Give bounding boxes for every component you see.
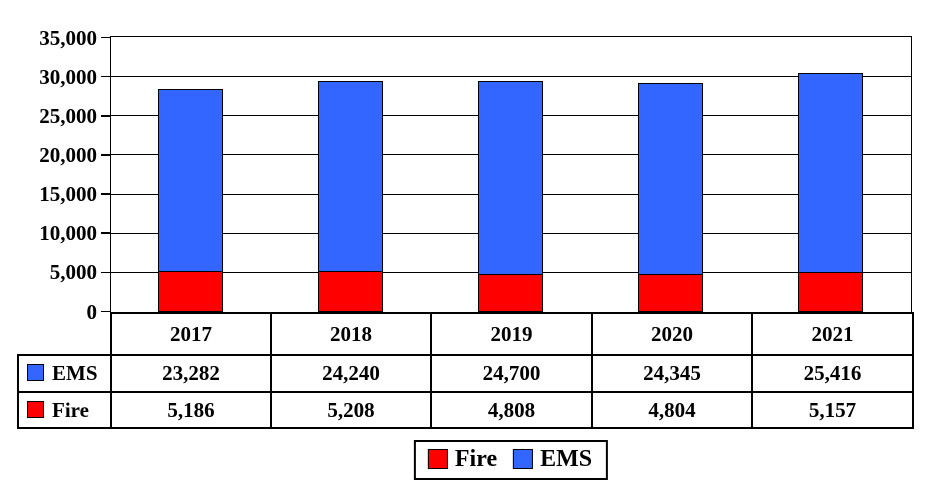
bar-segment-fire-2019	[478, 274, 543, 312]
table-row-ems: EMS 23,282 24,240 24,700 24,345 25,416	[17, 354, 914, 393]
bar-segment-fire-2020	[638, 274, 703, 312]
y-axis-tick	[101, 36, 110, 39]
ems-value-2019: 24,700	[430, 354, 593, 393]
plot-area	[110, 36, 912, 313]
legend-item-fire: Fire	[427, 445, 498, 473]
y-axis-label-20000: 20,000	[39, 142, 97, 167]
y-axis-label-30000: 30,000	[39, 64, 97, 89]
year-header-2020: 2020	[591, 312, 753, 356]
ems-value-2020: 24,345	[591, 354, 753, 393]
table-row-fire: Fire 5,186 5,208 4,808 4,804 5,157	[17, 391, 914, 429]
ems-swatch-icon	[27, 364, 44, 381]
ems-value-2018: 24,240	[270, 354, 432, 393]
gridline-30000	[111, 76, 911, 78]
legend-item-ems: EMS	[513, 445, 592, 473]
legend-label-fire: Fire	[454, 446, 498, 472]
ems-legend-swatch-icon	[513, 449, 534, 469]
y-axis-tick	[101, 271, 110, 274]
bar-segment-ems-2019	[478, 81, 543, 275]
y-axis-tick	[101, 115, 110, 117]
ems-value-2017: 23,282	[110, 354, 272, 393]
y-axis-label-5000: 5,000	[49, 260, 97, 285]
bar-segment-ems-2018	[318, 81, 383, 272]
bar-segment-ems-2020	[638, 83, 703, 275]
fire-value-2021: 5,157	[751, 391, 914, 429]
row-label-ems-text: EMS	[52, 361, 98, 385]
fire-value-2018: 5,208	[270, 391, 432, 429]
y-axis-tick	[101, 310, 110, 313]
ems-value-2021: 25,416	[751, 354, 914, 393]
row-label-fire-text: Fire	[52, 397, 89, 422]
year-header-2018: 2018	[270, 312, 432, 356]
data-table: 2017 2018 2019 2020 2021 EMS 23,282 24,2…	[17, 312, 914, 429]
table-corner-cell	[18, 313, 111, 355]
y-axis-tick	[101, 232, 110, 234]
row-label-fire: Fire	[17, 391, 112, 429]
fire-swatch-icon	[27, 400, 44, 418]
fire-legend-swatch-icon	[427, 449, 448, 469]
y-axis-label-10000: 10,000	[39, 221, 97, 246]
bar-segment-ems-2017	[158, 89, 223, 272]
year-header-2017: 2017	[110, 312, 272, 356]
bar-segment-fire-2017	[158, 271, 223, 312]
y-axis-label-15000: 15,000	[39, 182, 97, 207]
fire-value-2017: 5,186	[110, 391, 272, 429]
bar-segment-fire-2021	[798, 272, 863, 312]
legend-label-ems: EMS	[540, 446, 593, 472]
y-axis-label-0: 0	[86, 299, 98, 324]
bar-segment-fire-2018	[318, 271, 383, 312]
fire-value-2019: 4,808	[430, 391, 593, 429]
y-axis-tick	[101, 75, 110, 78]
year-header-2019: 2019	[430, 312, 593, 356]
bar-segment-ems-2021	[798, 73, 863, 273]
y-axis-tick	[101, 154, 110, 156]
y-axis-tick	[101, 193, 110, 195]
year-header-2021: 2021	[751, 312, 914, 356]
fire-value-2020: 4,804	[591, 391, 753, 429]
y-axis-label-35000: 35,000	[39, 25, 97, 50]
table-header-row: 2017 2018 2019 2020 2021	[18, 312, 914, 356]
y-axis-label-25000: 25,000	[39, 103, 97, 128]
row-label-ems: EMS	[17, 354, 112, 393]
legend: Fire EMS	[413, 440, 609, 480]
